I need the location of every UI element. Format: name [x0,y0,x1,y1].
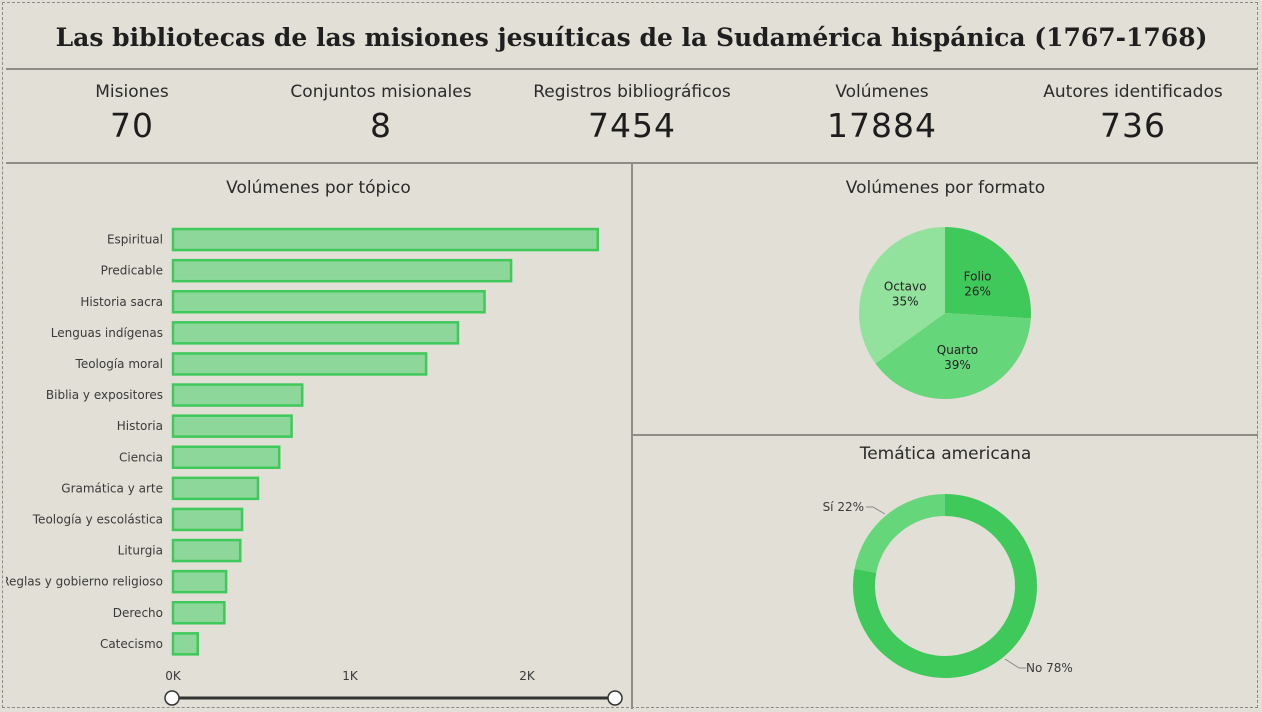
kpi-value: 8 [370,106,392,145]
category-label: Ciencia [119,450,163,464]
donut-label: No 78% [1026,661,1073,675]
format-pie-panel: Volúmenes por formato Folio 26% Quarto 39% O… [633,164,1258,434]
kpi-value: 17884 [827,106,937,145]
kpi-label: Registros bibliográficos [533,82,731,102]
donut-slice[interactable] [854,494,945,573]
bar[interactable] [171,414,293,438]
x-tick-label: 1K [342,669,359,683]
bar[interactable] [171,569,228,594]
panel-divider [633,434,1258,436]
bar[interactable] [171,227,600,252]
pie-slice[interactable] [875,313,1031,399]
slice-label: Folio [964,269,992,283]
kpi-label: Misiones [95,82,169,102]
pie-slice[interactable] [945,227,1031,319]
category-label: Gramática y arte [61,481,163,495]
category-label: Liturgia [118,544,163,558]
kpi-label: Autores identificados [1043,82,1223,102]
bar[interactable] [171,445,281,469]
bar[interactable] [171,321,460,345]
page-title: Las bibliotecas de las misiones jesuític… [6,6,1257,70]
panel-divider [631,163,633,709]
kpi-card-conjuntos: Conjuntos misionales 8 [256,82,506,145]
x-tick-label: 2K [519,669,536,683]
bar[interactable] [171,632,200,656]
topic-bar-chart: Espiritual Predicable Historia sacra Lengua… [6,227,623,706]
range-slider-handle-right[interactable] [607,690,623,706]
topic-bar-chart-panel: Volúmenes por tópico Espiritual Predicabl… [6,164,631,708]
category-label: Reglas y gobierno religioso [6,575,163,589]
category-label: Teología y escolástica [32,512,163,526]
range-slider-handle-left[interactable] [164,690,180,706]
category-label: Historia sacra [80,295,163,309]
leader-line [1004,658,1026,669]
category-label: Lenguas indígenas [51,326,163,340]
kpi-card-volumenes: Volúmenes 17884 [757,82,1007,145]
bar[interactable] [171,507,244,532]
bar[interactable] [171,383,304,407]
americana-donut-panel: Temática americana No 78% Sí 22% [633,436,1258,708]
slice-percent: 35% [892,295,919,309]
category-label: Biblia y expositores [46,388,163,402]
category-label: Derecho [113,606,163,620]
slice-label: Octavo [884,280,927,294]
bar[interactable] [171,538,242,563]
bar[interactable] [171,290,486,314]
kpi-value: 70 [110,106,154,145]
leader-line [866,506,886,515]
pie-slice[interactable] [859,227,945,364]
kpi-card-registros: Registros bibliográficos 7454 [507,82,757,145]
kpi-card-autores: Autores identificados 736 [1008,82,1258,145]
slice-label: Quarto [937,343,978,357]
kpi-strip: Misiones 70 Conjuntos misionales 8 Regis… [6,70,1257,164]
category-label: Historia [117,419,163,433]
chart-title: Volúmenes por tópico [226,178,411,198]
kpi-value: 736 [1100,106,1166,145]
kpi-value: 7454 [588,106,676,145]
slice-percent: 26% [964,284,991,298]
kpi-label: Volúmenes [835,82,929,102]
kpi-label: Conjuntos misionales [290,82,472,102]
donut-label: Sí 22% [823,500,864,514]
americana-donut-chart: No 78% Sí 22% [823,494,1073,678]
category-label: Teología moral [75,357,163,371]
category-label: Catecismo [100,637,163,651]
bar[interactable] [171,601,226,625]
x-tick-label: 0K [165,669,182,683]
bar[interactable] [171,352,428,376]
slice-percent: 39% [944,358,971,372]
chart-title: Volúmenes por formato [845,178,1046,198]
category-label: Espiritual [107,233,163,247]
kpi-card-misiones: Misiones 70 [7,82,257,145]
bar[interactable] [171,476,260,501]
chart-title: Temática americana [859,444,1032,464]
category-label: Predicable [101,264,163,278]
bar[interactable] [171,258,513,283]
